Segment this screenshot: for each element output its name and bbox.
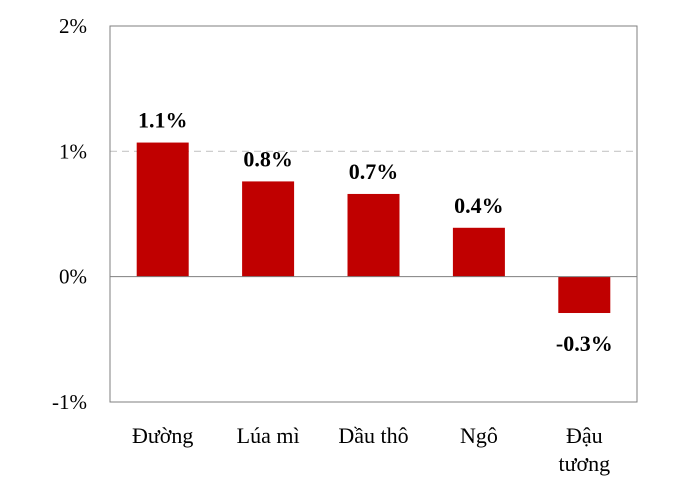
data-label: -0.3% xyxy=(556,331,613,356)
y-tick-label: 0% xyxy=(59,265,87,289)
y-tick-label: -1% xyxy=(52,390,87,414)
category-label: Lúa mì xyxy=(237,423,300,448)
bar xyxy=(452,227,505,277)
y-tick-label: 2% xyxy=(59,14,87,38)
bar xyxy=(558,276,611,314)
category-label: Đường xyxy=(132,423,193,448)
y-axis-tick-labels: 2% 1% 0% -1% xyxy=(52,14,87,414)
y-tick-label: 1% xyxy=(59,139,87,163)
bars xyxy=(136,142,611,314)
category-label: tương xyxy=(558,451,610,476)
data-labels: 1.1% 0.8% 0.7% 0.4% -0.3% xyxy=(138,108,613,356)
data-label: 1.1% xyxy=(138,108,188,133)
bar xyxy=(242,181,295,277)
data-label: 0.4% xyxy=(454,193,504,218)
data-label: 0.7% xyxy=(349,159,399,184)
bar xyxy=(347,193,400,277)
data-label: 0.8% xyxy=(243,146,293,171)
x-axis-category-labels: Đường Lúa mì Dầu thô Ngô Đậu tương xyxy=(132,423,610,476)
category-label: Đậu xyxy=(566,423,603,448)
plot-area-frame xyxy=(109,25,638,403)
category-label: Ngô xyxy=(460,423,498,448)
category-label: Dầu thô xyxy=(338,423,408,448)
bar xyxy=(136,142,189,277)
